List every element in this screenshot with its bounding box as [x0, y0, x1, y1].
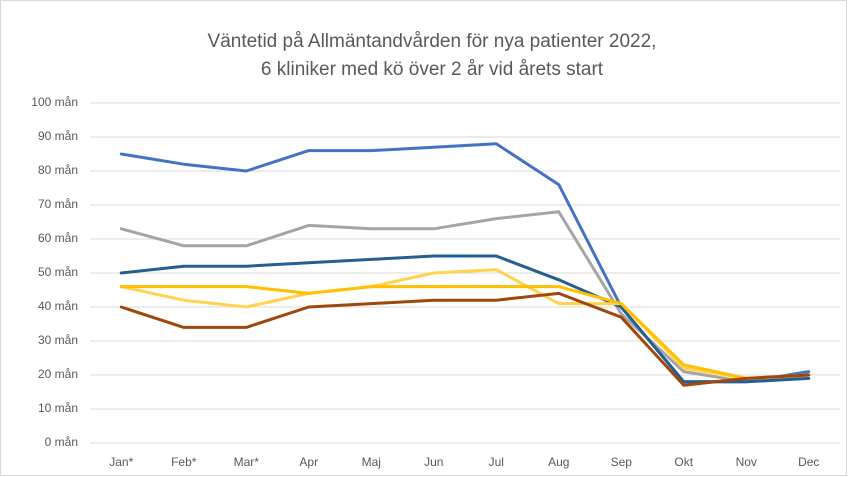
- y-tick-label: 40 mån: [38, 299, 78, 313]
- y-tick-label: 50 mån: [38, 265, 78, 279]
- x-tick-label: Jan*: [109, 455, 133, 469]
- x-tick-label: Mar*: [234, 455, 260, 469]
- x-tick-label: Apr: [299, 455, 318, 469]
- x-tick-label: Feb*: [171, 455, 197, 469]
- chart-title: Väntetid på Allmäntandvården för nya pat…: [208, 31, 657, 52]
- series-line: [119, 268, 811, 380]
- y-tick-label: 20 mån: [38, 367, 78, 381]
- x-tick-label: Jul: [489, 455, 504, 469]
- x-tick-label: Okt: [674, 455, 693, 469]
- chart-subtitle: 6 kliniker med kö över 2 år vid årets st…: [261, 59, 604, 80]
- y-tick-label: 30 mån: [38, 333, 78, 347]
- x-tick-label: Aug: [548, 455, 569, 469]
- y-tick-label: 60 mån: [38, 231, 78, 245]
- y-tick-label: 80 mån: [38, 163, 78, 177]
- series-line: [119, 291, 811, 387]
- series-line: [119, 285, 811, 380]
- series-line: [119, 210, 811, 384]
- x-tick-label: Jun: [424, 455, 443, 469]
- y-tick-label: 10 mån: [38, 401, 78, 415]
- y-tick-label: 0 mån: [45, 435, 78, 449]
- series-line: [119, 254, 811, 384]
- y-tick-label: 70 mån: [38, 197, 78, 211]
- x-tick-label: Sep: [611, 455, 633, 469]
- x-tick-label: Maj: [362, 455, 381, 469]
- x-tick-label: Nov: [736, 455, 757, 469]
- y-tick-label: 90 mån: [38, 129, 78, 143]
- y-tick-label: 100 mån: [31, 95, 78, 109]
- x-tick-label: Dec: [798, 455, 819, 469]
